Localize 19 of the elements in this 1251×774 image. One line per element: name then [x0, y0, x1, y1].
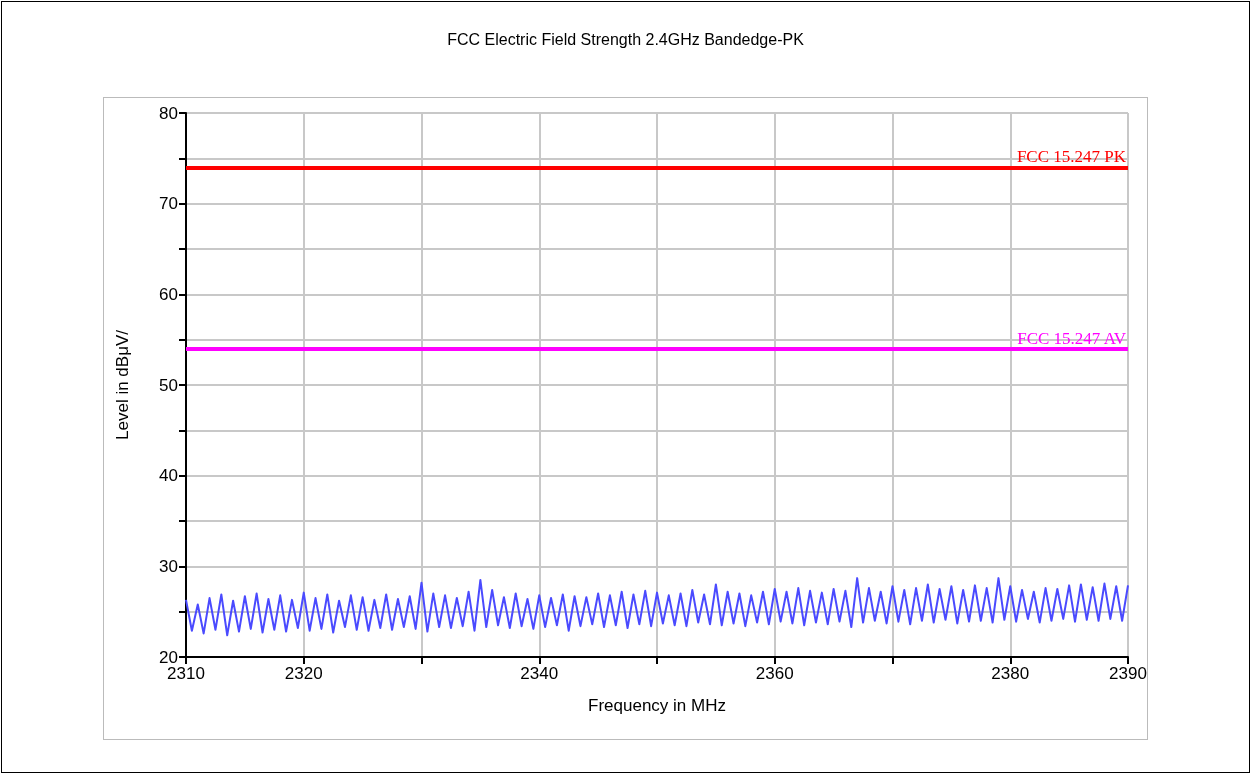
y-tick-label: 30 [159, 556, 178, 576]
ref-line-label: FCC 15.247 PK [1016, 147, 1127, 167]
x-axis-title: Frequency in MHz [588, 696, 726, 715]
y-tick-label: 80 [159, 103, 178, 123]
x-tick-label: 2390 [1109, 664, 1147, 683]
y-tick-label: 50 [159, 375, 178, 395]
chart-title: FCC Electric Field Strength 2.4GHz Bandedge-PK [447, 30, 805, 48]
y-tick-label: 60 [159, 284, 178, 304]
x-tick-label: 2380 [991, 664, 1030, 683]
y-tick-label: 70 [159, 194, 178, 214]
x-tick-label: 2360 [755, 664, 794, 683]
x-tick-label: 2310 [167, 664, 205, 683]
y-tick-label: 20 [159, 647, 178, 667]
line-series [185, 577, 1129, 637]
y-tick-label: 40 [159, 466, 178, 486]
y-axis-title: Level in dBμV/ [113, 329, 132, 440]
x-tick-label: 2320 [284, 664, 323, 683]
x-tick-label: 2340 [520, 664, 559, 683]
ref-line-label: FCC 15.247 AV [1017, 328, 1127, 348]
